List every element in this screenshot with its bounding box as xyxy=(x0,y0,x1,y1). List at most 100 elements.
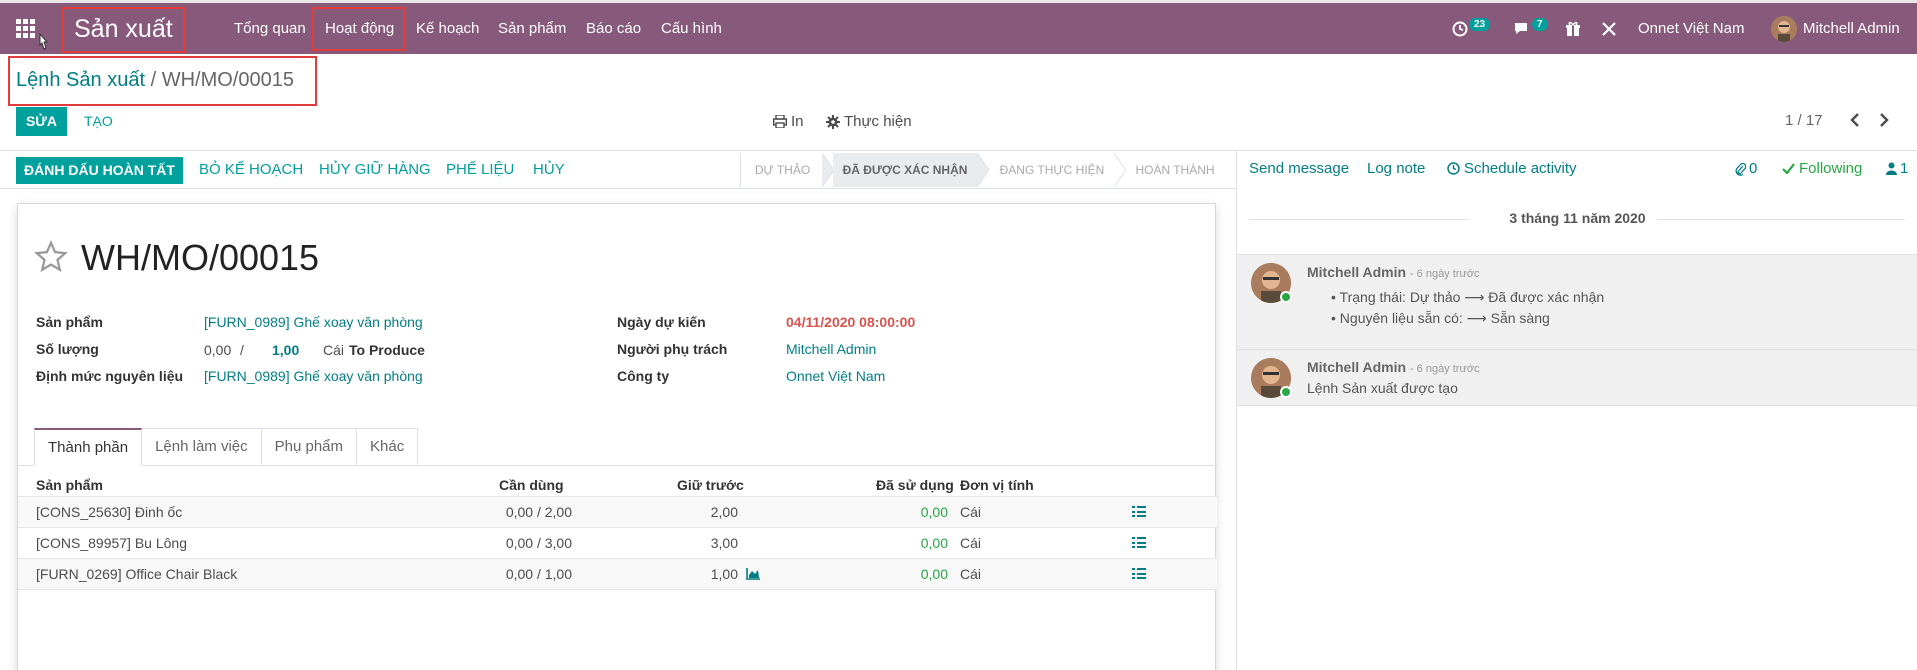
following-label: Following xyxy=(1799,160,1863,177)
menu-operations[interactable]: Hoạt động xyxy=(325,20,395,37)
forecast-chart-icon[interactable] xyxy=(746,567,761,580)
stage-separator xyxy=(977,153,989,187)
activity-menu[interactable]: 23 xyxy=(1452,17,1491,39)
action-menu[interactable]: Thực hiện xyxy=(826,113,912,130)
bom-field[interactable]: [FURN_0989] Ghế xoay văn phòng xyxy=(204,368,423,384)
table-row[interactable]: [FURN_0269] Office Chair Black 0,00 / 1,… xyxy=(18,558,1217,589)
stage-done[interactable]: HOÀN THÀNH xyxy=(1135,163,1215,177)
apps-grid-icon xyxy=(15,19,35,38)
stage-separator xyxy=(822,153,834,187)
tab-misc[interactable]: Khác xyxy=(356,428,419,466)
responsible-field[interactable]: Mitchell Admin xyxy=(786,341,877,357)
scrap-button[interactable]: PHẾ LIỆU xyxy=(446,161,515,178)
quantity-uom[interactable]: Cái xyxy=(323,342,345,358)
menu-products[interactable]: Sản phẩm xyxy=(498,20,567,37)
messaging-menu[interactable]: 7 xyxy=(1513,17,1548,39)
mo-reference-title: WH/MO/00015 xyxy=(81,237,320,278)
col-header-reserved[interactable]: Giữ trước xyxy=(677,477,744,493)
mark-done-button[interactable]: ĐÁNH DẤU HOÀN TẤT xyxy=(16,157,183,184)
user-avatar[interactable] xyxy=(1771,16,1797,42)
table-row[interactable]: [CONS_25630] Đinh ốc 0,00 / 2,00 2,00 0,… xyxy=(18,496,1217,527)
company-switcher[interactable]: Onnet Việt Nam xyxy=(1638,20,1745,37)
user-menu[interactable]: Mitchell Admin xyxy=(1803,20,1900,37)
tab-by-products[interactable]: Phụ phẩm xyxy=(260,428,358,466)
menu-planning[interactable]: Kế hoạch xyxy=(416,20,480,37)
breadcrumb-parent-link[interactable]: Lệnh Sản xuất xyxy=(16,69,145,91)
col-header-uom[interactable]: Đơn vị tính xyxy=(960,477,1034,493)
cancel-button[interactable]: HỦY xyxy=(533,161,565,178)
col-header-product[interactable]: Sản phẩm xyxy=(36,477,103,493)
date-planned-field[interactable]: 04/11/2020 08:00:00 xyxy=(786,314,916,330)
tab-components[interactable]: Thành phần xyxy=(34,428,143,466)
print-label: In xyxy=(791,113,804,130)
unreserve-button[interactable]: HỦY GIỮ HÀNG xyxy=(319,161,431,178)
clock-icon xyxy=(1447,162,1460,175)
paperclip-icon xyxy=(1735,162,1746,176)
row-needed: 0,00 / 1,00 xyxy=(505,566,572,582)
row-reserved: 1,00 xyxy=(710,566,738,582)
chatter-message: Mitchell Admin - 6 ngày trước Lệnh Sản x… xyxy=(1237,349,1917,405)
col-header-needed[interactable]: Cần dùng xyxy=(499,477,564,493)
tab-work-orders[interactable]: Lệnh làm việc xyxy=(141,428,262,466)
apps-menu-button[interactable] xyxy=(0,3,50,54)
menu-reporting[interactable]: Báo cáo xyxy=(586,20,642,37)
table-row[interactable]: [CONS_89957] Bu Lông 0,00 / 3,00 3,00 0,… xyxy=(18,527,1217,558)
date-separator-line xyxy=(1249,219,1469,220)
company-label: Công ty xyxy=(617,368,670,384)
responsible-label: Người phụ trách xyxy=(617,341,728,357)
followers-button[interactable]: 1 xyxy=(1886,160,1908,177)
send-message-button[interactable]: Send message xyxy=(1249,160,1350,177)
breadcrumb-highlight-box xyxy=(8,56,317,106)
row-product: [CONS_25630] Đinh ốc xyxy=(36,504,183,520)
row-used[interactable]: 0,00 xyxy=(920,504,948,520)
author-name: Mitchell Admin xyxy=(1307,264,1407,280)
quantity-done-value: 0,00 xyxy=(204,342,232,358)
list-icon[interactable] xyxy=(1132,506,1146,518)
edit-button[interactable]: SỬA xyxy=(16,107,67,136)
stage-in-progress[interactable]: ĐANG THỰC HIỆN xyxy=(999,163,1105,177)
schedule-activity-button[interactable]: Schedule activity xyxy=(1447,160,1577,177)
menu-overview[interactable]: Tổng quan xyxy=(234,20,306,37)
menu-configuration[interactable]: Cấu hình xyxy=(661,20,722,37)
log-note-button[interactable]: Log note xyxy=(1367,160,1426,177)
list-icon[interactable] xyxy=(1132,537,1146,549)
tabs-underline xyxy=(18,465,1217,466)
star-icon[interactable] xyxy=(34,240,68,274)
notebook-tabs: Thành phần Lệnh làm việc Phụ phẩm Khác xyxy=(34,428,419,466)
quantity-planned-value[interactable]: 1,00 xyxy=(272,342,300,358)
following-button[interactable]: Following xyxy=(1782,160,1862,177)
stage-confirmed[interactable]: ĐÃ ĐƯỢC XÁC NHẬN xyxy=(833,153,977,187)
activity-count-badge: 23 xyxy=(1469,17,1491,31)
product-field[interactable]: [FURN_0989] Ghế xoay văn phòng xyxy=(204,314,423,330)
row-reserved: 2,00 xyxy=(710,504,738,520)
message-time: - 6 ngày trước xyxy=(1409,268,1480,280)
pager-previous-button[interactable] xyxy=(1849,111,1861,134)
col-header-used[interactable]: Đã sử dụng xyxy=(876,477,954,493)
print-menu[interactable]: In xyxy=(773,113,804,130)
followers-count: 1 xyxy=(1900,160,1909,177)
pager-next-button[interactable] xyxy=(1878,111,1890,134)
tracking-value-line: • Trạng thái: Dự thảo ⟶ Đã được xác nhận xyxy=(1331,289,1605,305)
message-divider xyxy=(1237,405,1917,406)
list-icon[interactable] xyxy=(1132,568,1146,580)
schedule-activity-label: Schedule activity xyxy=(1464,160,1577,177)
company-field[interactable]: Onnet Việt Nam xyxy=(786,368,886,384)
gift-button[interactable] xyxy=(1565,19,1581,39)
pager-value[interactable]: 1 / 17 xyxy=(1785,112,1823,129)
mouse-cursor-icon xyxy=(39,33,49,50)
stage-draft[interactable]: DỰ THẢO xyxy=(740,153,824,187)
row-used[interactable]: 0,00 xyxy=(920,535,948,551)
unplan-button[interactable]: BỎ KẾ HOẠCH xyxy=(199,161,304,178)
control-panel-divider xyxy=(0,150,1917,151)
message-author[interactable]: Mitchell Admin - 6 ngày trước xyxy=(1307,359,1480,375)
author-name: Mitchell Admin xyxy=(1307,359,1407,375)
table-bottom-border xyxy=(18,589,1217,590)
app-title[interactable]: Sản xuất xyxy=(62,7,185,53)
stage-separator xyxy=(1114,153,1126,187)
row-used[interactable]: 0,00 xyxy=(920,566,948,582)
create-button[interactable]: TẠO xyxy=(84,113,113,129)
attachments-button[interactable]: 0 xyxy=(1735,160,1757,177)
message-author[interactable]: Mitchell Admin - 6 ngày trước xyxy=(1307,264,1480,280)
row-uom: Cái xyxy=(960,566,982,582)
debug-tools-button[interactable] xyxy=(1601,19,1617,39)
